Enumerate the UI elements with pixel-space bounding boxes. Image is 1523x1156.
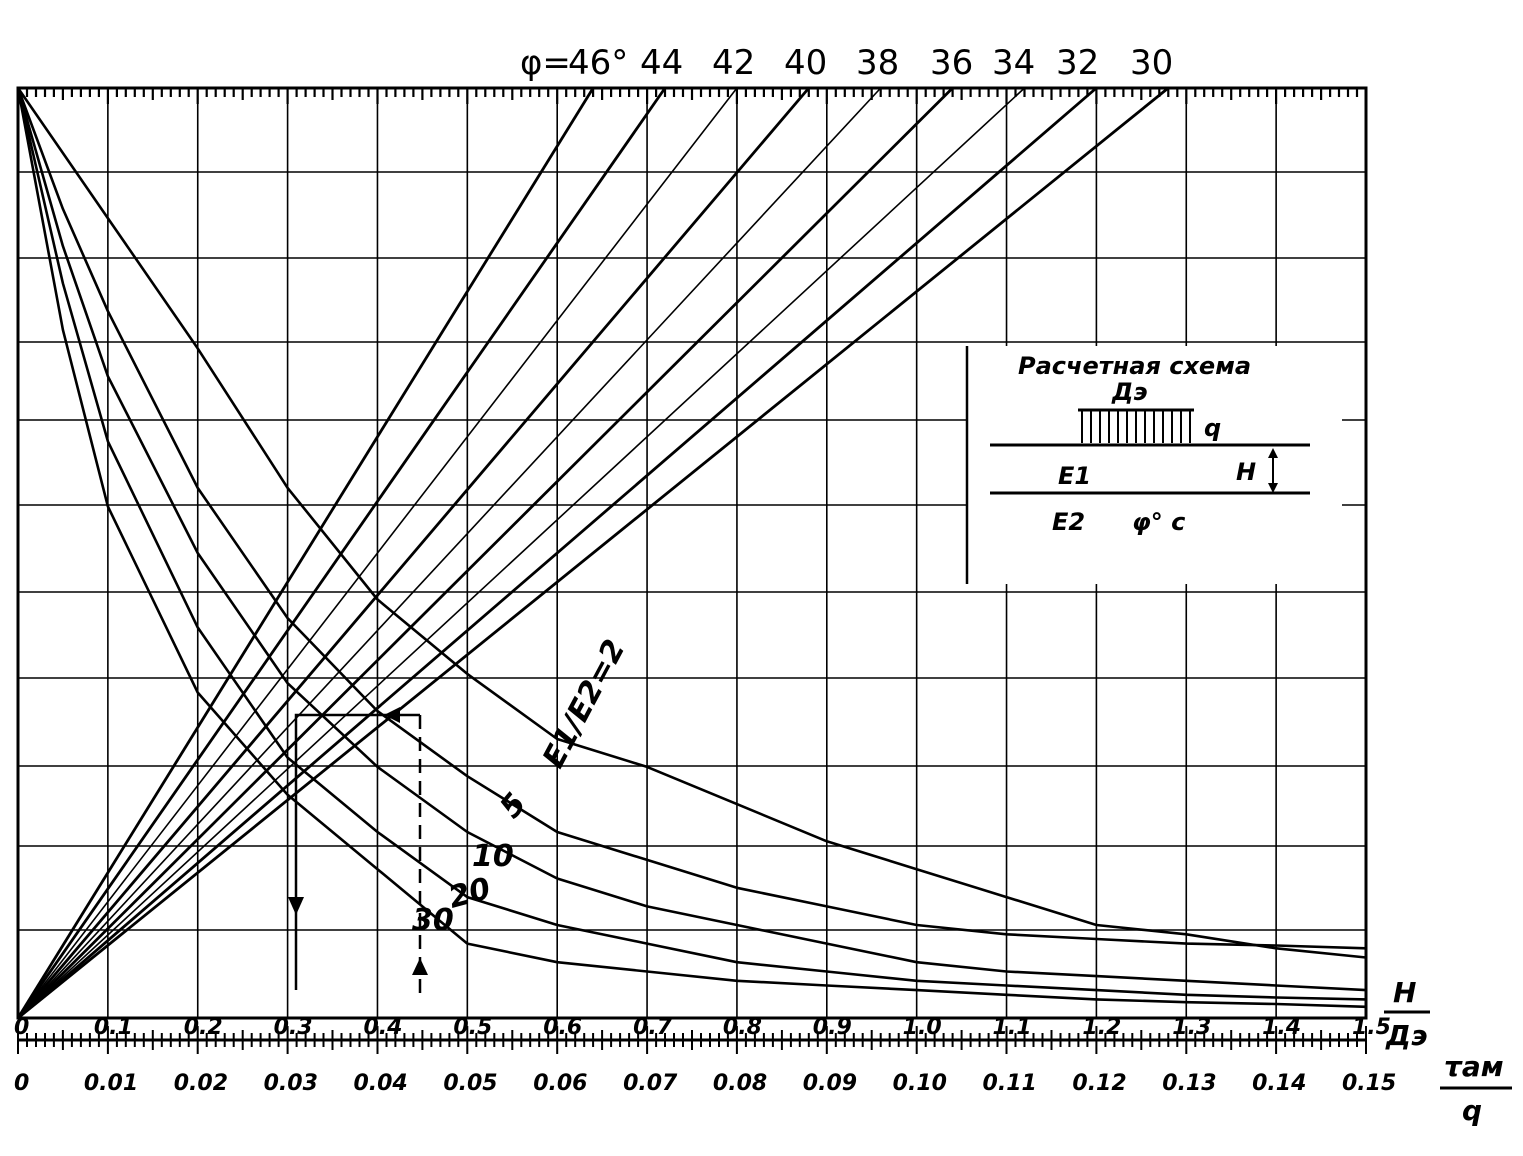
phi-line (17, 87, 882, 1019)
lower-axis-tick-label: 0.06 (533, 1071, 587, 1096)
lower-axis-tick-label: 0.12 (1072, 1071, 1126, 1096)
phi-label: 40 (784, 43, 827, 83)
upper-axis-num: H (1393, 976, 1416, 1009)
upper-axis-tick-label: 0.5 (453, 1015, 492, 1040)
upper-axis-tick-label: 1.3 (1172, 1015, 1211, 1040)
arrow-left-icon (384, 707, 400, 723)
upper-axis-tick-label: 1.2 (1082, 1015, 1121, 1040)
phi-line (16, 87, 595, 1019)
lower-axis-ticks (17, 1040, 1367, 1054)
schema-de: Дэ (1111, 378, 1148, 406)
upper-axis-tick-label: 0.8 (723, 1015, 762, 1040)
upper-axis-tick-label: 0.3 (274, 1015, 313, 1040)
lower-axis-tick-label: 0.04 (353, 1071, 407, 1096)
e-ratio-label-5: 5 (493, 787, 533, 825)
lower-axis-tick-label: 0.13 (1162, 1071, 1216, 1096)
lower-axis-tick-label: 0.01 (84, 1071, 138, 1096)
lower-axis-title: τaм q (1440, 1050, 1512, 1127)
lower-axis-tick-label: 0 (14, 1071, 29, 1096)
upper-axis-den: Дэ (1385, 1019, 1428, 1052)
lower-axis-tick-label: 0.03 (264, 1071, 318, 1096)
phi-line (17, 87, 738, 1019)
series-lines (16, 87, 1367, 1009)
upper-axis-tick-label: 0.7 (633, 1015, 673, 1040)
e-ratio-curve-10 (16, 87, 1367, 992)
e-ratio-curve-30 (16, 87, 1367, 1009)
phi-line (17, 87, 1026, 1019)
phi-prefix: φ= (520, 43, 571, 83)
phi-line (17, 86, 1098, 1020)
schema-q: q (1204, 414, 1221, 442)
phi-label: 42 (712, 43, 755, 83)
upper-axis-tick-label: 0.2 (184, 1015, 223, 1040)
phi-line (16, 87, 810, 1019)
lower-axis-tick-label: 0.09 (803, 1071, 857, 1096)
upper-axis-tick-label: 0.1 (94, 1015, 133, 1040)
phi-label: 38 (856, 43, 899, 83)
upper-axis-tick-label: 0.9 (813, 1015, 852, 1040)
lower-axis-den: q (1462, 1094, 1482, 1127)
phi-line (17, 86, 1170, 1020)
upper-axis-title: H Дэ (1384, 976, 1430, 1052)
arrow-down-icon (288, 897, 304, 915)
e-ratio-curve-5 (16, 87, 1367, 950)
phi-label: 30 (1130, 43, 1173, 83)
upper-axis-tick-label: 1.5 (1352, 1015, 1391, 1040)
upper-axis-tick-label: 1.0 (903, 1015, 942, 1040)
e-ratio-label-10: 10 (472, 839, 514, 874)
upper-axis-ticks (17, 1026, 1367, 1040)
lower-axis-tick-label: 0.02 (174, 1071, 228, 1096)
schema-phi-c: φ° c (1132, 508, 1185, 536)
phi-label: 44 (640, 43, 683, 83)
schema-e2: E2 (1052, 508, 1085, 536)
dimension-arrow-up-icon (1268, 448, 1278, 458)
phi-line (17, 87, 954, 1019)
arrow-up-icon (412, 958, 428, 975)
lower-axis-tick-label: 0.10 (893, 1071, 947, 1096)
schema-e1: E1 (1058, 462, 1091, 490)
e-ratio-curve-2 (16, 87, 1367, 959)
phi-lines (16, 86, 1170, 1020)
schema-box: Расчетная схема Дэ q E1 H E2 φ° c (965, 346, 1342, 584)
e-ratio-curve-20 (16, 87, 1367, 1001)
example-path (288, 707, 428, 1000)
tick-labels: 0 0.1 0.2 0.3 0.4 0.5 0.6 0.7 0.8 0.9 1.0 1.1 1.2 1.3… (14, 1015, 1396, 1096)
e-ratio-label-2: E1/E2=2 (536, 634, 632, 774)
ruler-layer (16, 88, 1368, 1054)
upper-axis-tick-label: 0.4 (363, 1015, 402, 1040)
upper-axis-tick-label: 0.6 (543, 1015, 582, 1040)
phi-label: 36 (930, 43, 973, 83)
e-ratio-label-30: 30 (412, 903, 454, 938)
upper-axis-tick-label: 1.1 (993, 1015, 1032, 1040)
top-ruler-ticks (16, 88, 1368, 104)
lower-axis-tick-label: 0.15 (1342, 1071, 1396, 1096)
phi-label: 46° (568, 43, 628, 83)
lower-axis-tick-label: 0.05 (443, 1071, 497, 1096)
load-hatch (1078, 408, 1194, 443)
upper-axis-tick-label: 1.4 (1262, 1015, 1301, 1040)
lower-axis-tick-label: 0.14 (1252, 1071, 1306, 1096)
phi-labels: φ= 46° 44 42 40 38 36 34 32 30 (520, 43, 1173, 83)
lower-axis-num: τaм (1444, 1050, 1504, 1083)
phi-label: 34 (992, 43, 1035, 83)
schema-title: Расчетная схема (1018, 352, 1251, 380)
upper-axis-tick-label: 0 (14, 1015, 29, 1040)
schema-background (967, 346, 1342, 584)
lower-axis-tick-label: 0.08 (713, 1071, 767, 1096)
lower-axis-tick-label: 0.07 (623, 1071, 678, 1096)
lower-axis-tick-label: 0.11 (983, 1071, 1037, 1096)
phi-label: 32 (1056, 43, 1099, 83)
dimension-arrow-down-icon (1268, 483, 1278, 493)
schema-h: H (1236, 458, 1256, 486)
